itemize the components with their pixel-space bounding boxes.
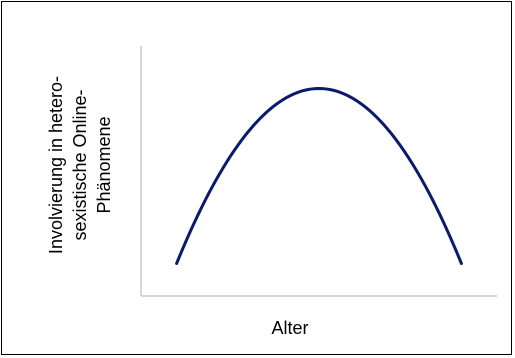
plot-area <box>128 26 511 296</box>
x-axis-label: Alter <box>271 318 309 338</box>
series-line-inverted-u <box>175 86 463 265</box>
y-axis-label: Involvierung in hetero- sexistische Onli… <box>46 75 114 255</box>
